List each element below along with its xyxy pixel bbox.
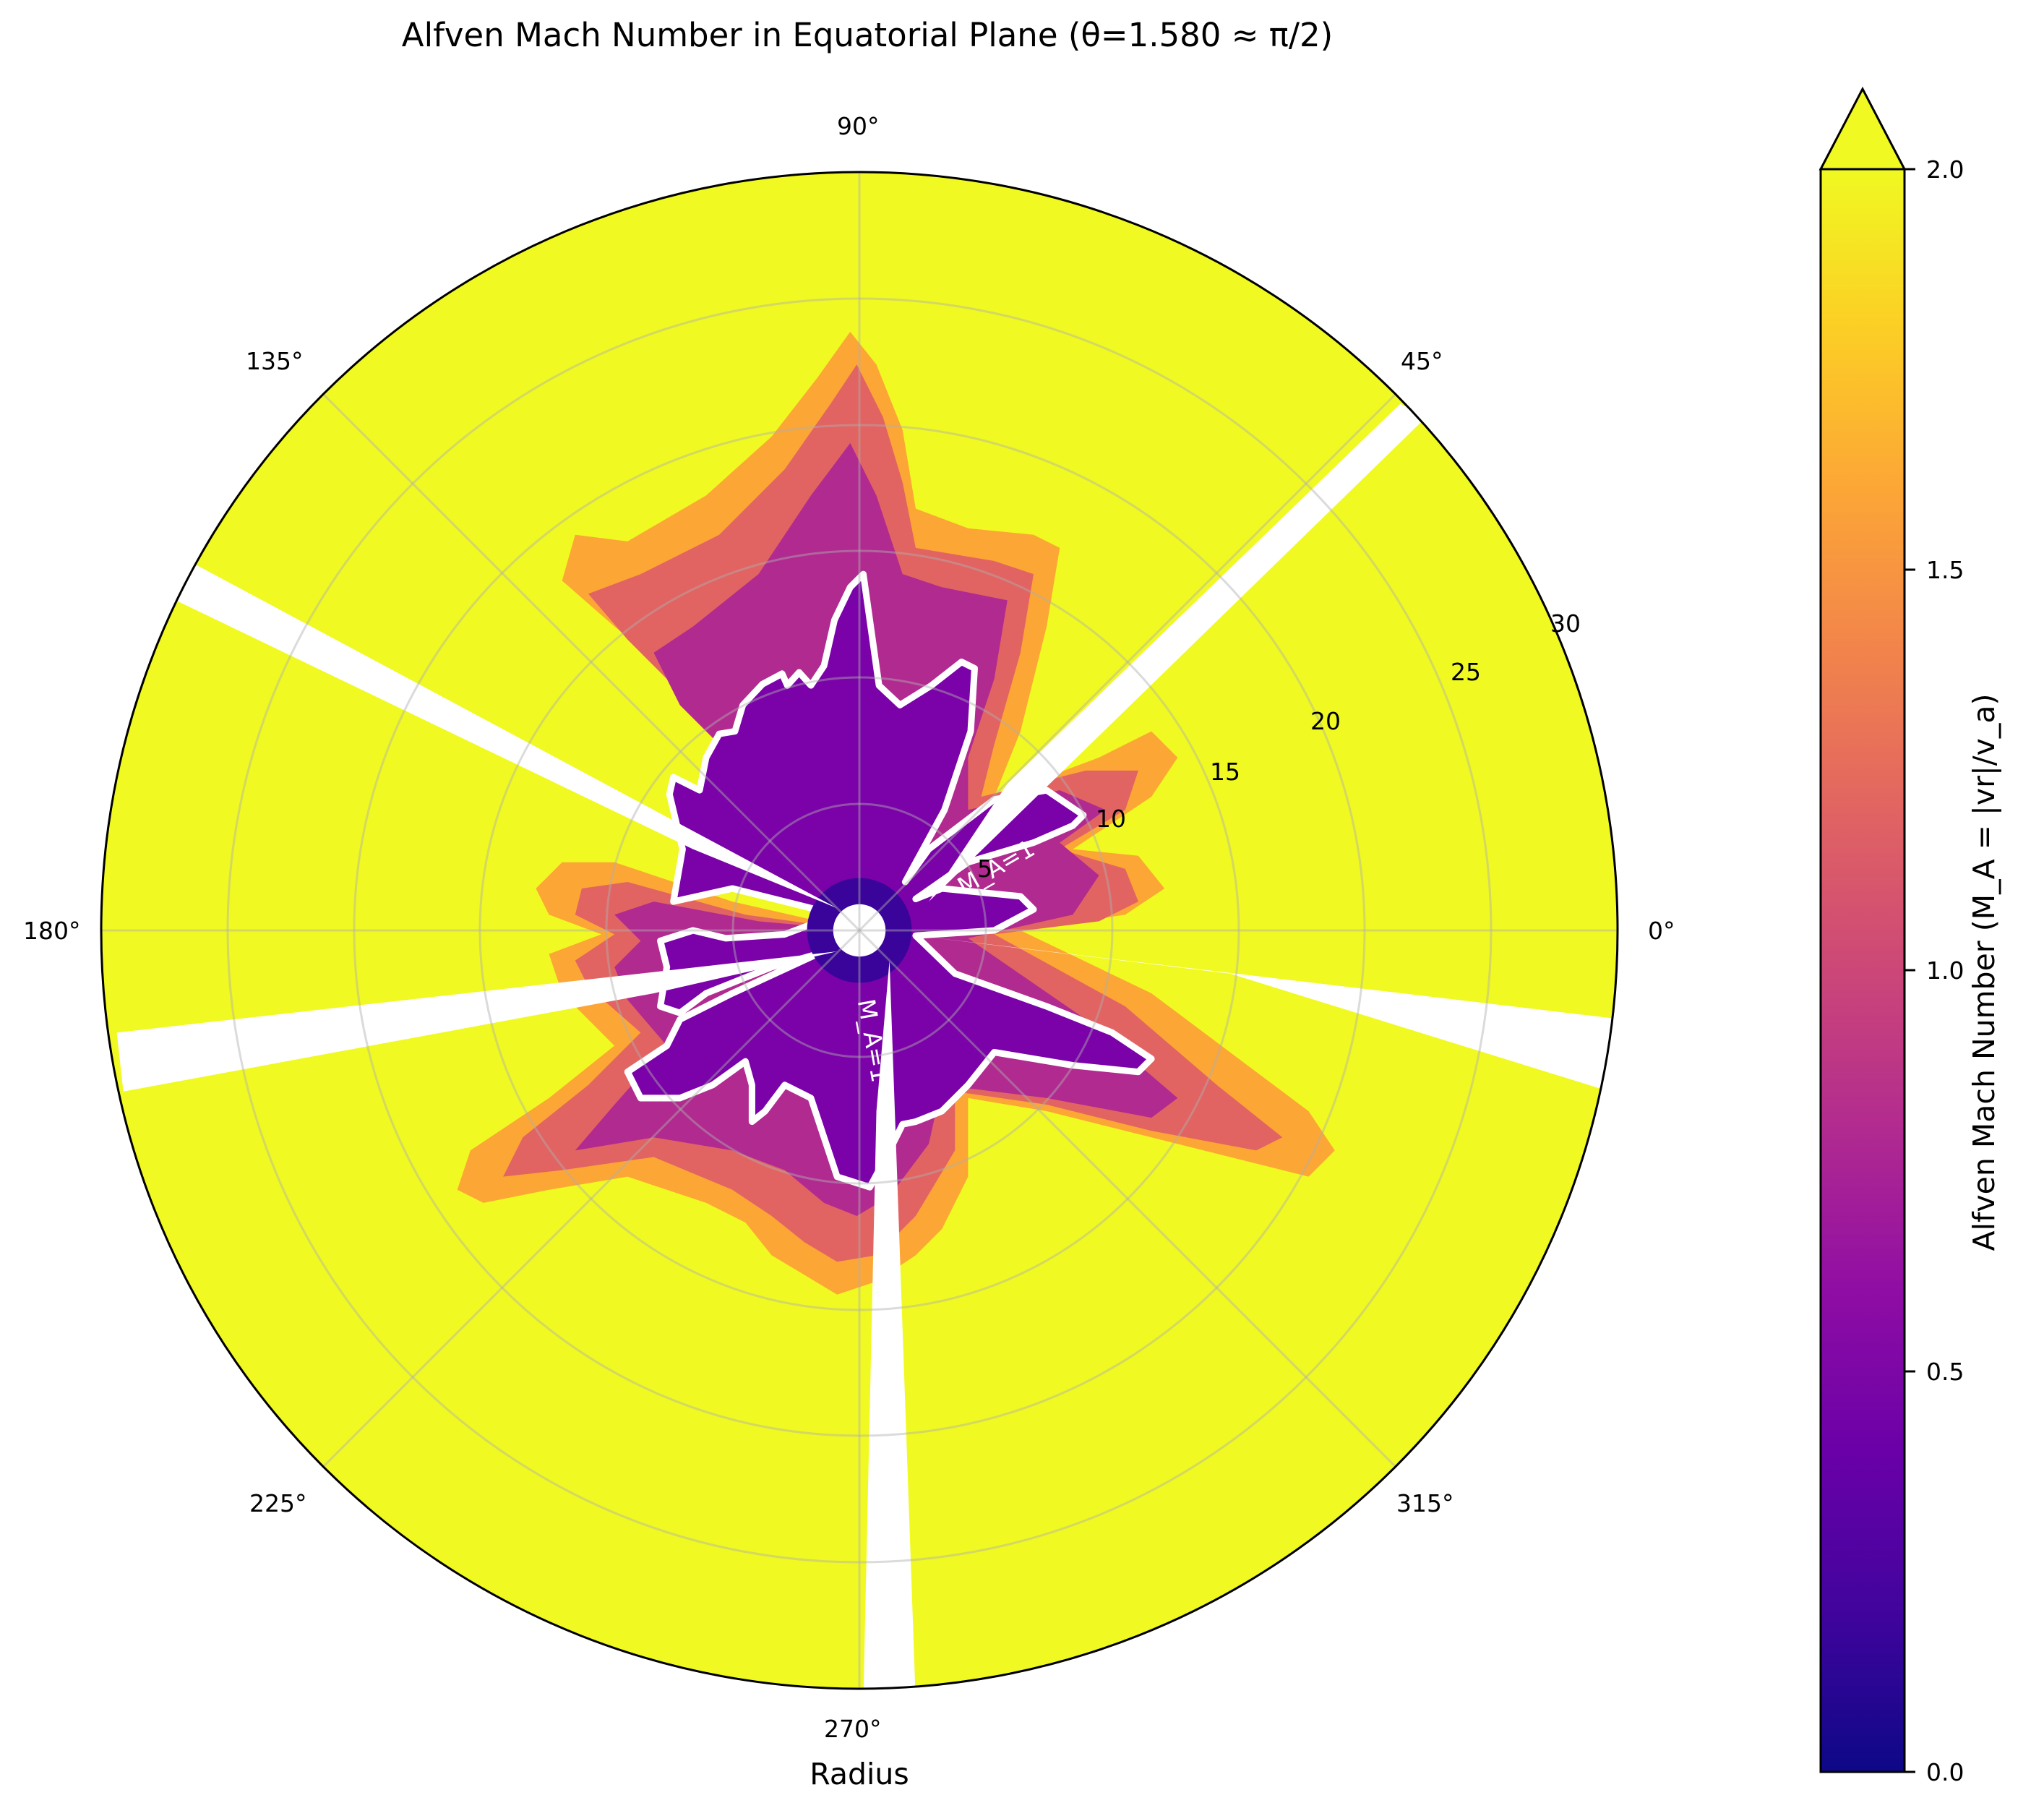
angle-tick-90: 90°: [837, 112, 880, 140]
ma-1-contour: [624, 570, 1155, 1191]
polar-axes: [101, 172, 1618, 1689]
angle-tick-45: 45°: [1401, 347, 1443, 375]
radial-tick-10: 10: [1096, 805, 1126, 833]
polar-grid: [101, 172, 1618, 1689]
colorbar-tick-2: 2.0: [1926, 155, 1964, 184]
x-axis-label: Radius: [810, 1757, 909, 1791]
colorbar-tick-1: 1.0: [1926, 956, 1964, 985]
radial-gaps: [116, 403, 1618, 1689]
chart-title: Alfven Mach Number in Equatorial Plane (…: [401, 16, 1334, 54]
colorbar-tick-1-5: 1.5: [1926, 556, 1964, 584]
inner-boundary-hole: [833, 904, 886, 957]
colorbar: [1818, 86, 1915, 1773]
angle-tick-0: 0°: [1648, 917, 1675, 945]
radial-tick-20: 20: [1310, 707, 1341, 735]
angle-tick-270: 270°: [824, 1715, 882, 1743]
colorbar-tick-0: 0.0: [1926, 1758, 1964, 1786]
radial-tick-15: 15: [1210, 758, 1240, 786]
radial-tick-30: 30: [1550, 609, 1581, 638]
colorbar-tick-0-5: 0.5: [1926, 1358, 1964, 1386]
angle-tick-135: 135°: [246, 347, 304, 375]
radial-tick-25: 25: [1451, 658, 1481, 686]
radial-tick-5: 5: [977, 855, 992, 883]
polar-frame: [100, 171, 1619, 1690]
angle-tick-225: 225°: [249, 1489, 307, 1517]
angle-tick-315: 315°: [1396, 1489, 1454, 1517]
angle-tick-180: 180°: [23, 917, 81, 945]
colorbar-label: Alfven Mach Number (M_A = |vr|/v_a): [1967, 693, 2001, 1251]
